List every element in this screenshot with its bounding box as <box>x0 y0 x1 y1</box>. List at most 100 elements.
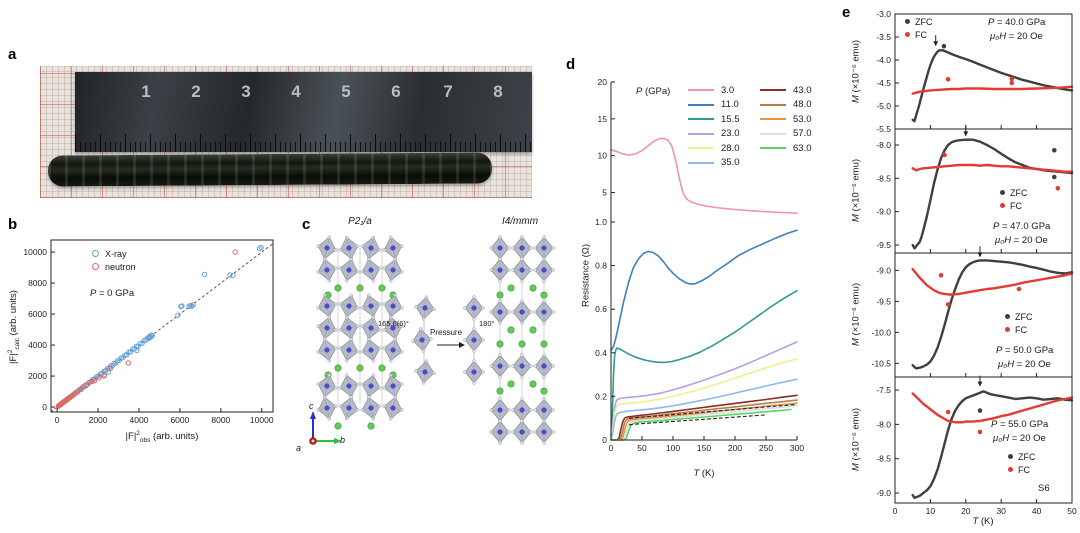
63.0-line <box>610 408 792 441</box>
ruler-number: 7 <box>443 82 453 101</box>
3.0-line <box>610 137 798 214</box>
neutron-marker-icon <box>92 263 99 270</box>
legend-item: 11.0 <box>688 98 740 113</box>
48.0-line <box>610 399 798 441</box>
y-tick-label: 0.8 <box>595 261 607 271</box>
x-tick-label: 0 <box>55 415 60 425</box>
e2-field-annotation: μ₀H = 20 Oe <box>995 235 1048 246</box>
y-tick-label: 15 <box>598 114 608 124</box>
legend-item: 63.0 <box>760 141 812 156</box>
legend-label: 43.0 <box>793 84 812 96</box>
legend-item: 43.0 <box>760 83 812 98</box>
c-angle-left-label: 165.6(6)° <box>378 319 409 328</box>
x-tick-label: 100 <box>666 443 680 453</box>
pressure-arrow-icon <box>437 342 465 348</box>
ruler-number: 5 <box>341 82 351 101</box>
zfc-marker-icon <box>1008 454 1013 459</box>
pressure-symbol: P <box>90 288 97 299</box>
neutron-point <box>101 373 107 379</box>
FC-outliers-point <box>1016 286 1022 292</box>
y-tick-label: -8.0 <box>876 419 891 429</box>
x-tick-label: 300 <box>790 443 804 453</box>
neutron-point <box>80 384 87 390</box>
y-tick-label: -10.0 <box>872 327 892 337</box>
legend-label: 53.0 <box>793 113 812 125</box>
c-structure-right <box>489 235 555 445</box>
x-tick-label: 50 <box>1067 506 1077 516</box>
X-ray-point <box>258 244 264 251</box>
e2-chart: -8.0 -8.5 -9.0 -9.5 <box>876 125 1074 254</box>
legend-swatch-icon <box>688 161 714 164</box>
c-axis-a-label: a <box>296 443 302 453</box>
annotation-arrow-head <box>977 381 983 387</box>
x-tick-label: 200 <box>728 443 742 453</box>
x-tick-label: 10 <box>926 506 936 516</box>
legend-item: 35.0 <box>688 156 740 171</box>
ruler-number: 2 <box>191 82 201 101</box>
b-pressure-annotation: P = 0 GPa <box>90 288 134 299</box>
legend-label: 15.5 <box>721 113 740 125</box>
c-axes-triad <box>309 411 342 445</box>
b-legend-xray: X-ray <box>92 247 136 260</box>
c-axis-c-label: c <box>309 401 314 411</box>
X-ray-point <box>227 272 233 278</box>
ZFC-line <box>911 390 1074 500</box>
ruler-number: 6 <box>391 82 401 101</box>
legend-item: 3.0 <box>688 83 740 98</box>
43.0-line <box>610 394 798 441</box>
X-ray-point <box>137 341 143 347</box>
X-ray-point <box>257 246 263 252</box>
b-legend-neutron: neutron <box>92 260 136 273</box>
ZFC-outliers-point <box>941 43 947 49</box>
panel-b-chart: 0 2000 4000 6000 8000 10000 0 2000 4000 6000 8000 1… <box>23 239 274 425</box>
panel-d-chart-lower: 0 50 100 150 200 250 300 1.0 0.8 0.6 0.4 0.2 0 <box>595 217 804 453</box>
b-y-axis-label: |F|2calc (arb. units) <box>6 290 22 365</box>
x-tick-label: 30 <box>996 506 1006 516</box>
pressure-value: = 0 GPa <box>96 288 135 299</box>
28.0-line <box>610 358 798 441</box>
xray-marker-icon <box>92 250 99 257</box>
y-tick-label: -9.5 <box>876 296 891 306</box>
legend-label: 57.0 <box>793 128 812 140</box>
neutron-point <box>232 249 238 255</box>
neutron-point <box>125 360 132 366</box>
FC-line <box>911 85 1074 95</box>
ZFC-outliers-point <box>977 408 983 413</box>
y-tick-label: 5 <box>602 188 607 198</box>
y-tick-label: -9.0 <box>876 265 891 275</box>
sample-rod <box>47 152 493 187</box>
d-y-axis-label: Resistance (Ω) <box>580 243 592 308</box>
axis-frame <box>50 239 274 413</box>
neutron-point <box>91 378 98 384</box>
legend-swatch-icon <box>688 89 714 92</box>
axis-frame <box>894 376 1073 504</box>
e1-field-annotation: μ₀H = 20 Oe <box>990 31 1043 42</box>
fit-dashed-1-line <box>629 403 798 419</box>
x-tick-label: 10000 <box>250 415 274 425</box>
ruler: 1 2 3 4 5 6 7 8 <box>75 72 532 152</box>
y-tick-label: 10000 <box>23 247 47 257</box>
y-tick-label: -8.0 <box>876 140 891 150</box>
c-chain-tilted <box>409 293 438 387</box>
x-tick-label: 0 <box>609 443 614 453</box>
zfc-marker-icon <box>1000 190 1005 195</box>
legend-swatch-icon <box>688 132 714 135</box>
y-tick-label: 6000 <box>28 309 47 319</box>
legend-label: 3.0 <box>721 84 735 96</box>
23.0-line <box>610 341 798 440</box>
zfc-marker-icon <box>905 19 910 24</box>
legend-swatch-icon <box>760 103 786 106</box>
annotation-arrow-head <box>977 252 983 258</box>
y-tick-label: -10.5 <box>872 358 892 368</box>
FC-outliers-point <box>1009 76 1015 82</box>
c-structure-drawing <box>309 233 555 445</box>
legend-label: 48.0 <box>793 99 812 111</box>
ZFC-line <box>911 49 1074 123</box>
y-tick-label: 0 <box>42 402 47 412</box>
e4-legend: ZFC FC <box>1008 450 1036 476</box>
y-tick-label: 0.2 <box>595 391 607 401</box>
y-tick-label: 0 <box>602 435 607 445</box>
panel-b-label: b <box>8 216 18 233</box>
x-tick-label: 20 <box>961 506 971 516</box>
e1-chart: -3.0 -3.5 -4.0 -4.5 -5.0 -5.5 <box>876 9 1074 134</box>
